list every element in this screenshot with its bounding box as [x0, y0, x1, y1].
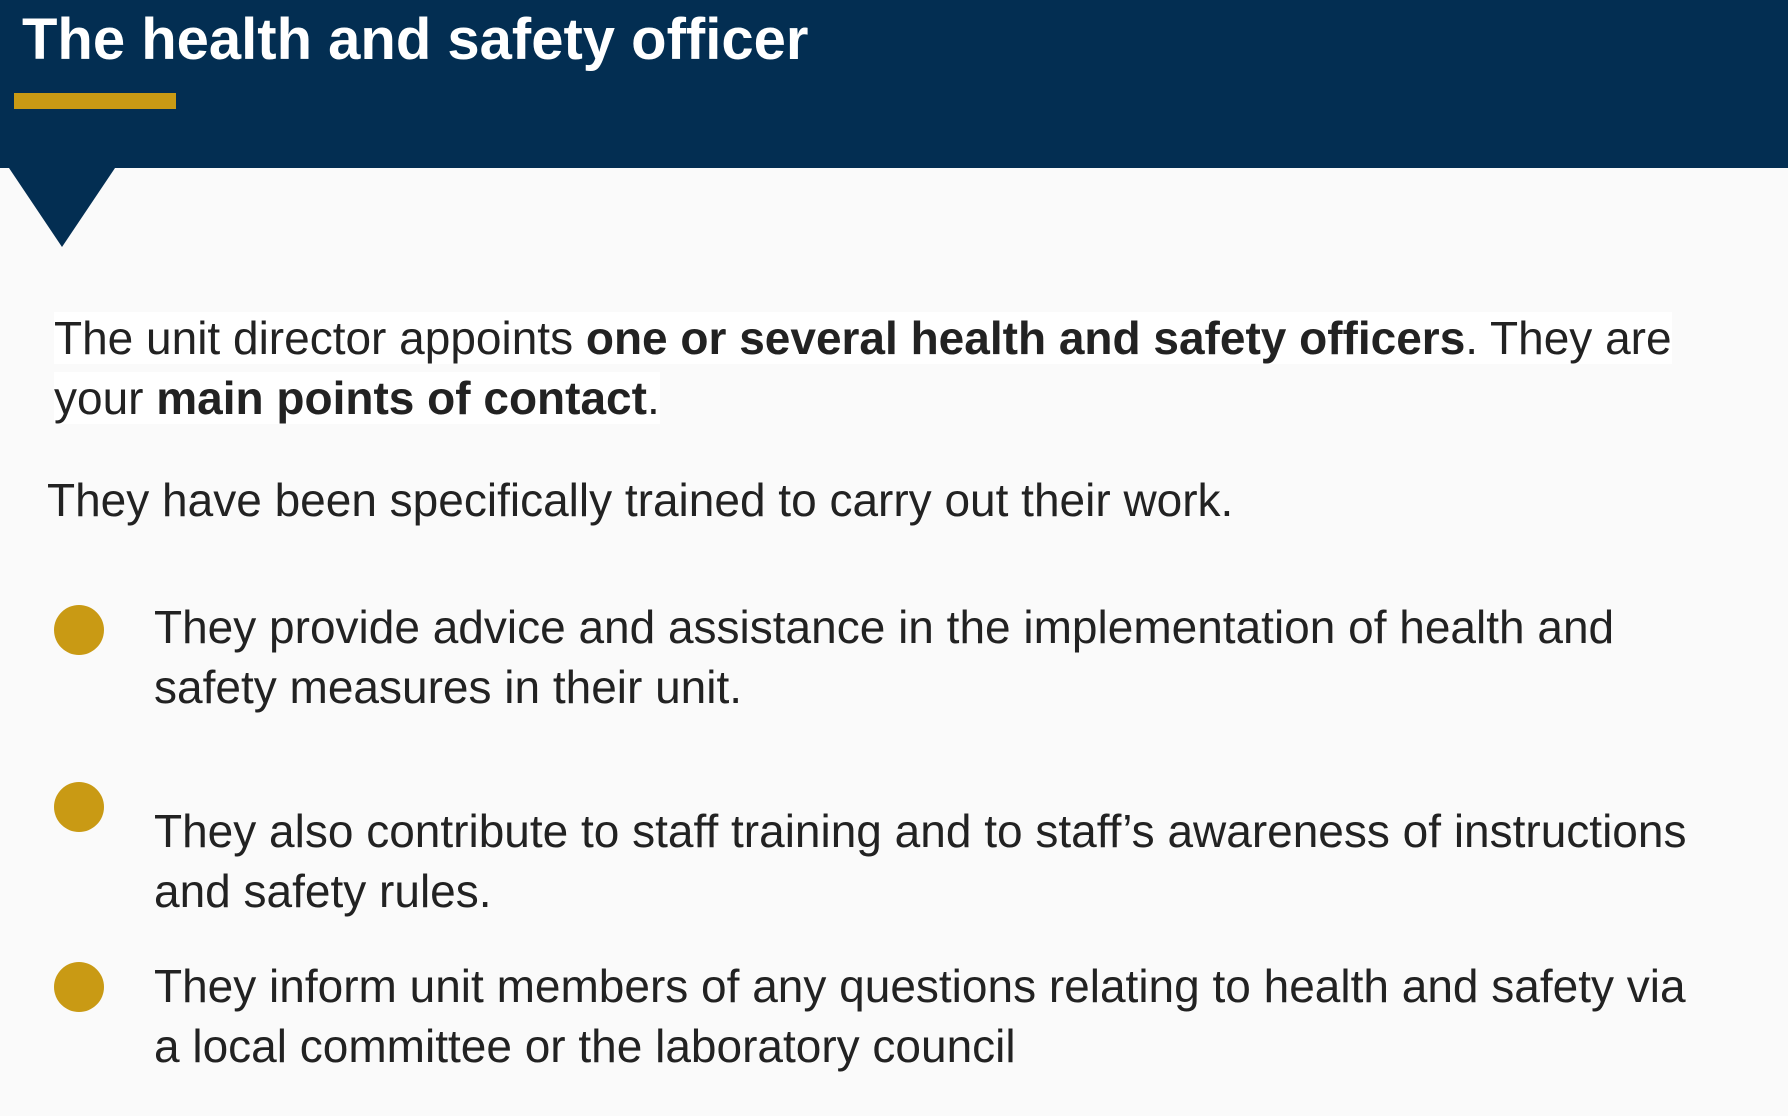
intro-text-part-1: The unit director appoints: [54, 312, 586, 364]
slide-header: The health and safety officer: [0, 0, 1788, 168]
header-pointer-triangle: [9, 168, 115, 247]
bullet-dot-icon: [54, 962, 104, 1012]
bullet-dot-icon: [54, 782, 104, 832]
intro-text-part-3: .: [646, 372, 660, 424]
intro-bold-officers: one or several health and safety officer…: [585, 312, 1466, 364]
bullet-item-advice: They provide advice and assistance in th…: [154, 601, 1615, 713]
bullet-item-training: They also contribute to staff training a…: [154, 805, 1687, 917]
trained-paragraph: They have been specifically trained to c…: [47, 474, 1234, 526]
page-title: The health and safety officer: [22, 7, 809, 72]
title-accent-bar: [14, 93, 176, 109]
bullet-item-inform: They inform unit members of any question…: [154, 960, 1686, 1072]
bullet-dot-icon: [54, 605, 104, 655]
intro-paragraph: The unit director appoints one or severa…: [54, 308, 1674, 428]
intro-bold-contacts: main points of contact: [156, 372, 647, 424]
